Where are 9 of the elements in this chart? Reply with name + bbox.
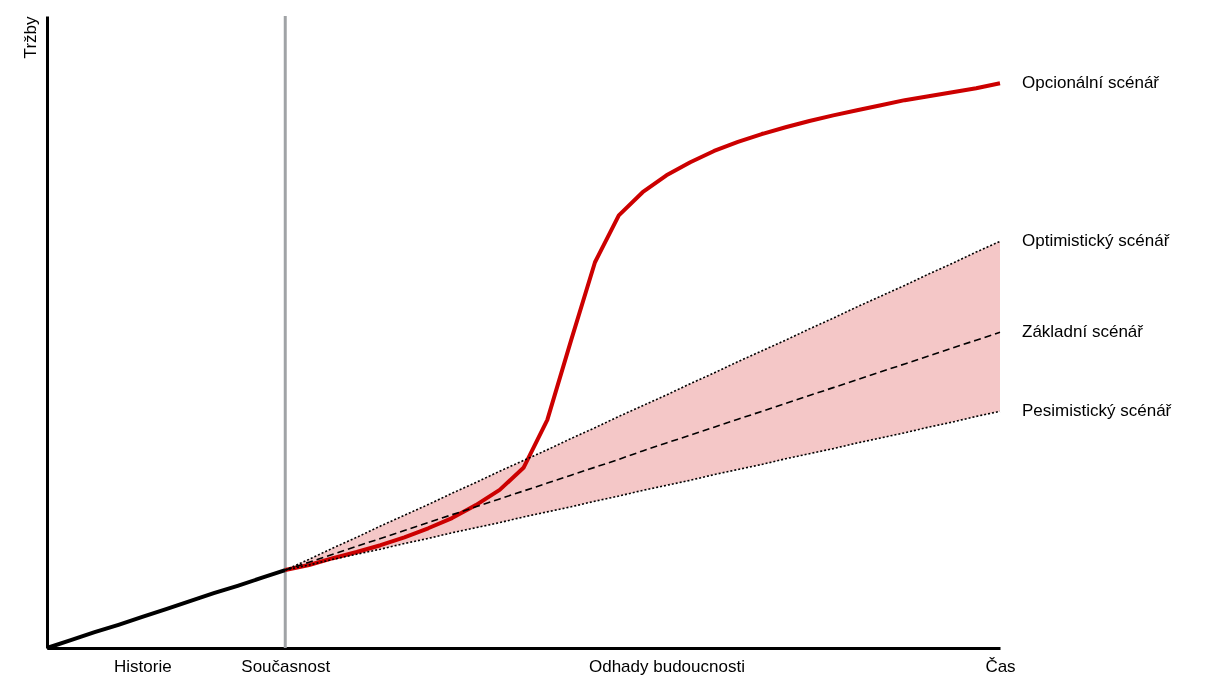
- series-label: Pesimistický scénář: [1022, 401, 1172, 421]
- series-label: Opcionální scénář: [1022, 73, 1160, 93]
- x-tick-label: Odhady budoucnosti: [588, 656, 745, 676]
- x-tick-label: Čas: [985, 656, 1016, 676]
- y-axis-title: Tržby: [20, 16, 40, 59]
- x-tick-label: Současnost: [241, 656, 331, 676]
- series-label: Základní scénář: [1022, 322, 1144, 342]
- series-label: Optimistický scénář: [1022, 231, 1170, 251]
- x-tick-label: Historie: [113, 656, 172, 676]
